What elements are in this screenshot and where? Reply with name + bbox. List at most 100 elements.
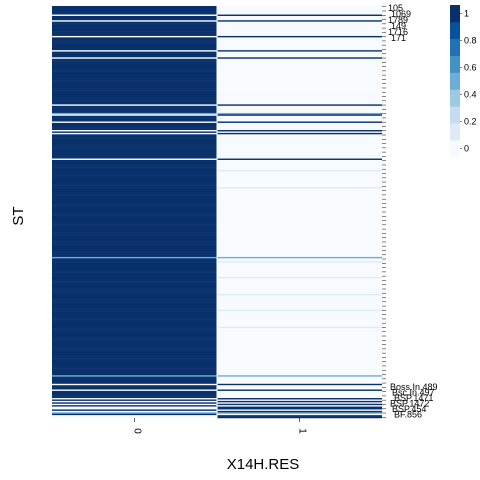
heatmap-cell xyxy=(52,393,217,396)
heatmap-cell xyxy=(52,68,217,71)
colorbar-segment xyxy=(450,106,460,124)
heatmap-cell xyxy=(52,97,217,99)
heatmap-cell xyxy=(52,262,217,265)
y-tick-label: Bsc.In.497 xyxy=(392,388,435,398)
heatmap-cell xyxy=(52,368,217,370)
heatmap-cell xyxy=(52,202,217,205)
heatmap-cell xyxy=(52,302,217,305)
heatmap-cell xyxy=(52,141,217,144)
heatmap-cell xyxy=(52,370,217,373)
heatmap-cell xyxy=(217,415,382,417)
heatmap-cells xyxy=(52,6,382,419)
heatmap-cell xyxy=(217,218,382,221)
heatmap-cell xyxy=(52,269,217,272)
heatmap-cell xyxy=(217,376,382,379)
heatmap-cell xyxy=(52,149,217,152)
heatmap-cell xyxy=(52,308,217,310)
heatmap-cell xyxy=(217,350,382,353)
heatmap-cell xyxy=(217,315,382,318)
heatmap-cell xyxy=(52,219,217,222)
heatmap-cell xyxy=(52,38,217,41)
colorbar-tick-label: 0.2 xyxy=(464,117,477,127)
heatmap-cell xyxy=(52,245,217,248)
heatmap-cell xyxy=(217,41,382,44)
heatmap-cell xyxy=(217,137,382,139)
heatmap-cell xyxy=(217,358,382,360)
heatmap-cell xyxy=(52,252,217,255)
heatmap-cell xyxy=(217,154,382,156)
heatmap-cell xyxy=(52,30,217,32)
heatmap-cell xyxy=(217,338,382,340)
heatmap-cell xyxy=(217,198,382,201)
heatmap-cell xyxy=(52,84,217,87)
heatmap-cell xyxy=(217,291,382,293)
heatmap-cell xyxy=(217,214,382,216)
heatmap-cell xyxy=(217,15,382,18)
heatmap-cell xyxy=(52,325,217,328)
heatmap-cell xyxy=(52,321,217,323)
heatmap-cell xyxy=(52,373,217,376)
heatmap-cell xyxy=(52,31,217,34)
heatmap-cell xyxy=(217,7,382,10)
heatmap-cell xyxy=(52,207,217,209)
heatmap-cell xyxy=(52,409,217,412)
heatmap-cell xyxy=(217,130,382,132)
heatmap-cell xyxy=(52,140,217,142)
heatmap-cell xyxy=(52,338,217,340)
heatmap-cell xyxy=(52,198,217,201)
colorbar-segment xyxy=(450,5,460,23)
heatmap-cell xyxy=(52,342,217,345)
heatmap-cell xyxy=(217,416,382,419)
heatmap-cell xyxy=(217,108,382,111)
heatmap-cell xyxy=(217,50,382,52)
heatmap-cell xyxy=(52,331,217,333)
heatmap-cell xyxy=(52,107,217,109)
heatmap-cell xyxy=(217,325,382,328)
heatmap-cell xyxy=(52,313,217,316)
heatmap-cell xyxy=(217,373,382,376)
heatmap-cell xyxy=(217,122,382,125)
heatmap-cell xyxy=(217,134,382,136)
heatmap-cell xyxy=(217,127,382,129)
heatmap-cell xyxy=(217,296,382,299)
heatmap-cell xyxy=(217,302,382,305)
heatmap-cell xyxy=(217,254,382,256)
heatmap-cell xyxy=(217,352,382,355)
heatmap-cell xyxy=(217,189,382,192)
heatmap-cell xyxy=(52,60,217,62)
heatmap-cell xyxy=(217,368,382,370)
heatmap-cell xyxy=(217,311,382,313)
heatmap-cell xyxy=(52,255,217,258)
heatmap-cell xyxy=(217,313,382,316)
heatmap-cell xyxy=(217,44,382,47)
heatmap-cell xyxy=(217,295,382,298)
heatmap-cell xyxy=(52,85,217,88)
heatmap-cell xyxy=(52,372,217,375)
heatmap-cell xyxy=(217,47,382,50)
heatmap-cell xyxy=(52,412,217,414)
heatmap-cell xyxy=(217,35,382,38)
heatmap-cell xyxy=(217,211,382,213)
heatmap-cell xyxy=(52,24,217,27)
heatmap-cell xyxy=(52,147,217,149)
heatmap-cell xyxy=(52,201,217,203)
heatmap-cell xyxy=(52,299,217,302)
heatmap-cell xyxy=(52,359,217,362)
heatmap-cell xyxy=(52,256,217,259)
y-tick-label: BSP.1471 xyxy=(394,393,433,403)
heatmap-cell xyxy=(52,145,217,148)
heatmap-cell xyxy=(217,303,382,306)
heatmap-cell xyxy=(217,73,382,75)
heatmap-cell xyxy=(52,91,217,94)
heatmap-cell xyxy=(52,174,217,176)
heatmap-cell xyxy=(52,375,217,377)
heatmap-cell xyxy=(52,363,217,366)
heatmap-cell xyxy=(217,65,382,68)
heatmap-cell xyxy=(52,65,217,68)
x-axis-title: X14H.RES xyxy=(227,456,300,473)
heatmap-cell xyxy=(52,54,217,57)
heatmap-cell xyxy=(217,389,382,392)
heatmap-cell xyxy=(52,292,217,295)
heatmap-cell xyxy=(52,57,217,59)
heatmap-cell xyxy=(217,275,382,278)
